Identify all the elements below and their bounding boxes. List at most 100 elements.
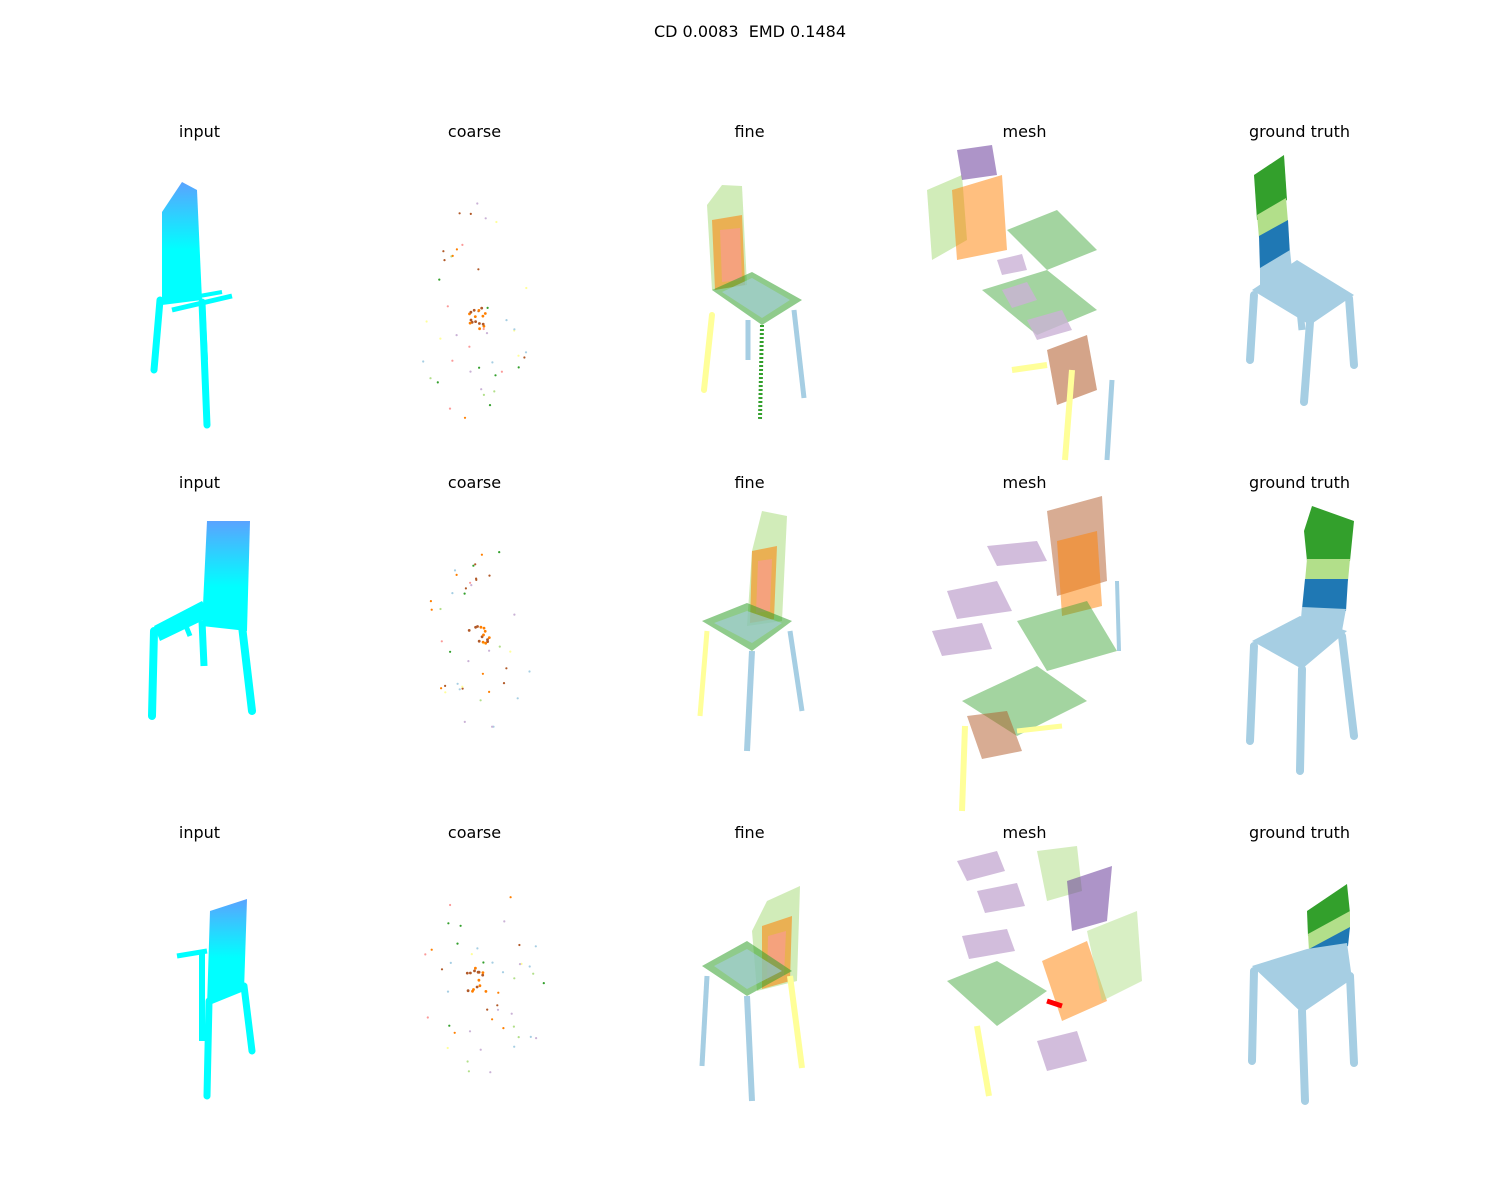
input-pointcloud xyxy=(176,899,256,1100)
coarse-point xyxy=(482,327,485,331)
coarse-point xyxy=(439,607,442,611)
coarse-point xyxy=(455,573,458,576)
coarse-point xyxy=(453,569,457,572)
coarse-point xyxy=(430,948,433,951)
coarse-point xyxy=(498,645,501,648)
panel-row3-input: input xyxy=(62,823,337,1153)
coarse-point xyxy=(479,625,483,629)
panel-row2-coarse: coarse xyxy=(337,473,612,803)
coarse-pointcloud xyxy=(422,202,528,419)
coarse-point xyxy=(455,334,458,337)
panel-title: mesh xyxy=(1002,473,1047,492)
coarse-point xyxy=(430,608,433,611)
coarse-point xyxy=(488,574,491,577)
coarse-point xyxy=(486,638,489,642)
coarse-point xyxy=(476,970,480,974)
coarse-point xyxy=(473,315,477,318)
coarse-point xyxy=(512,1025,515,1028)
coarse-point xyxy=(440,968,444,971)
coarse-point xyxy=(467,629,471,632)
coarse-point xyxy=(516,697,519,700)
coarse-point xyxy=(440,640,443,643)
coarse-point xyxy=(474,320,477,323)
coarse-point xyxy=(517,1036,520,1039)
coarse-point xyxy=(477,978,481,982)
panel-title: fine xyxy=(734,122,765,141)
coarse-point xyxy=(429,377,432,380)
ground-truth-pointcloud xyxy=(1246,155,1358,406)
coarse-point xyxy=(513,328,516,331)
coarse-point xyxy=(429,600,432,603)
coarse-point xyxy=(528,670,531,673)
coarse-point xyxy=(513,1045,516,1048)
coarse-point xyxy=(458,688,461,691)
mesh-pointcloud xyxy=(932,496,1121,812)
ground-truth-pointcloud xyxy=(1248,884,1358,1105)
coarse-point xyxy=(469,310,473,314)
figure-suptitle: CD 0.0083 EMD 0.1484 xyxy=(653,22,847,41)
coarse-point xyxy=(470,953,473,956)
coarse-point xyxy=(448,407,452,410)
coarse-point xyxy=(483,312,487,315)
panel-row1-mesh: mesh xyxy=(887,122,1162,461)
coarse-point xyxy=(491,961,494,964)
coarse-point xyxy=(509,896,512,899)
coarse-point xyxy=(486,306,489,309)
panel-title: fine xyxy=(734,473,765,492)
coarse-point xyxy=(491,361,494,364)
panel-row3-fine: fine xyxy=(612,823,887,1153)
coarse-point xyxy=(479,1048,482,1051)
coarse-point xyxy=(456,942,459,945)
panel-row2-input: input xyxy=(62,473,337,803)
coarse-point xyxy=(476,947,479,950)
coarse-point xyxy=(513,977,516,980)
coarse-point xyxy=(478,322,481,325)
coarse-point xyxy=(517,354,520,357)
coarse-pointcloud xyxy=(429,551,531,728)
coarse-point xyxy=(489,1071,492,1074)
coarse-point xyxy=(470,584,473,587)
panel-row1-input: input xyxy=(62,122,337,452)
panel-title: ground truth xyxy=(1248,473,1351,492)
panel-title: ground truth xyxy=(1248,823,1351,842)
coarse-point xyxy=(491,725,494,728)
coarse-point xyxy=(456,682,459,685)
coarse-point xyxy=(438,278,441,281)
coarse-point xyxy=(478,327,481,331)
coarse-point xyxy=(481,322,485,326)
coarse-point xyxy=(463,416,467,419)
coarse-point xyxy=(518,943,521,947)
coarse-point xyxy=(481,672,484,675)
coarse-point xyxy=(455,248,458,251)
coarse-point xyxy=(469,971,472,975)
coarse-point xyxy=(448,1024,451,1027)
coarse-pointcloud xyxy=(424,896,545,1074)
coarse-point xyxy=(500,370,503,373)
coarse-point xyxy=(501,971,505,974)
coarse-point xyxy=(467,1070,470,1073)
coarse-point xyxy=(482,393,485,396)
input-pointcloud xyxy=(148,521,256,720)
coarse-point xyxy=(465,971,469,975)
coarse-point xyxy=(449,903,452,907)
coarse-point xyxy=(525,286,528,290)
coarse-point xyxy=(461,685,464,688)
panel-row3-ground-truth: ground truth xyxy=(1162,823,1437,1153)
panel-title: input xyxy=(178,473,221,492)
panel-title: mesh xyxy=(1002,823,1047,842)
mesh-pointcloud xyxy=(947,846,1142,1097)
coarse-point xyxy=(491,1018,494,1021)
coarse-point xyxy=(482,961,485,964)
coarse-point xyxy=(496,1008,500,1011)
coarse-point xyxy=(524,351,528,354)
coarse-point xyxy=(481,640,485,644)
coarse-point xyxy=(509,650,512,653)
coarse-point xyxy=(542,982,545,985)
panel-row3-coarse: coarse xyxy=(337,823,612,1153)
coarse-point xyxy=(488,404,492,407)
coarse-point xyxy=(447,922,450,925)
coarse-point xyxy=(467,660,470,663)
coarse-point xyxy=(532,972,535,975)
coarse-point xyxy=(487,636,491,639)
coarse-point xyxy=(424,953,427,956)
